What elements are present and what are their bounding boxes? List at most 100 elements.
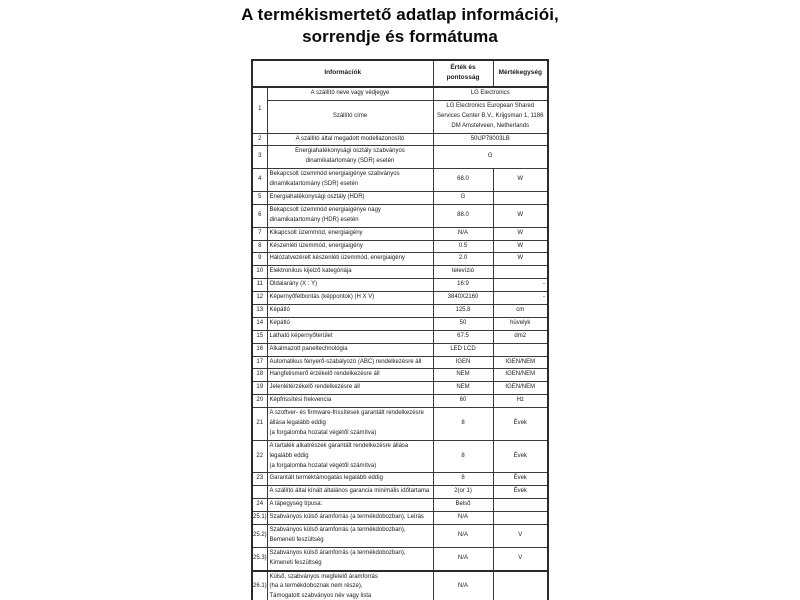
info-label: Energiahatékonysági osztály szabványos d… (266, 145, 434, 170)
info-label: Hálózatvezérelt készenléti üzemmód, ener… (266, 252, 434, 267)
value-cell: N/A (432, 569, 494, 600)
row-number: 25.3) (251, 546, 268, 572)
unit-cell: - (492, 291, 549, 305)
unit-cell (492, 342, 549, 357)
table-row: A szállító által kínált általános garanc… (251, 485, 549, 500)
unit-cell: dm2 (492, 329, 549, 344)
unit-cell: W (492, 226, 549, 241)
row-number: 17 (251, 355, 268, 370)
row-number: 7 (251, 226, 268, 241)
row-number (251, 485, 268, 500)
table-row: Szállító címe LG Electronics European Sha… (252, 99, 549, 134)
unit-cell: V (492, 524, 549, 548)
unit-cell: hüvelyk (492, 316, 549, 331)
table-row: 23 Garantált terméktámogatás legalább edd… (251, 472, 549, 487)
unit-cell: Évek (492, 439, 549, 474)
row-number: 24 (251, 498, 268, 513)
info-label: A tápegység típusa: (266, 498, 434, 513)
info-label: Bekapcsolt üzemmód energiaigénye szabván… (266, 168, 434, 192)
info-label: Bekapcsolt üzemmód energiaigénye nagy di… (266, 203, 434, 228)
value-cell: 60 (432, 394, 494, 409)
info-label: Látható képernyőterület (266, 329, 434, 344)
info-label: Garantált terméktámogatás legalább eddig (266, 472, 434, 487)
unit-cell: W (492, 239, 549, 254)
value-cell: IGEN (432, 355, 494, 370)
product-datasheet-table: Információk Érték és pontosság Mértékegy… (251, 58, 549, 600)
info-label: Jelenlétérzékelő rendelkezésre áll (266, 381, 434, 396)
row-number: 11 (251, 278, 268, 293)
value-cell: 8 (432, 407, 494, 441)
unit-cell (492, 569, 549, 600)
column-header-ertek-es-pontossag: Érték és pontosság (432, 58, 494, 88)
info-label: Alkalmazott paneltechnológia (266, 342, 434, 357)
value-cell: 8 (432, 439, 494, 474)
info-label: Képátló (266, 316, 434, 331)
value-cell: G (432, 190, 494, 205)
row-number: 25.2) (251, 524, 268, 548)
info-label: Készenléti üzemmód, energiaigény (266, 239, 434, 254)
value-cell: 68.0 (432, 168, 494, 192)
table-row: 25.1) Szabványos külső áramforrás (a term… (251, 511, 549, 525)
row-number: 4 (251, 168, 268, 192)
unit-cell: cm (492, 303, 549, 318)
unit-cell (492, 511, 549, 525)
table-row: 4 Bekapcsolt üzemmód energiaigénye szabvá… (251, 168, 549, 192)
unit-cell: Évek (492, 472, 549, 487)
unit-cell: W (492, 203, 549, 228)
value-cell: 67.5 (432, 329, 494, 344)
row-number: 15 (251, 329, 268, 344)
value-cell: 88.0 (432, 203, 494, 228)
table-row: 12 Képernyőfelbontás (képpontok) (H X V) 3… (251, 291, 549, 305)
unit-cell: W (492, 168, 549, 192)
table-row: 3 Energiahatékonysági osztály szabványos … (251, 145, 549, 170)
unit-cell: - (492, 278, 549, 293)
row-number: 20 (251, 394, 268, 409)
value-cell: 3840X2160 (432, 291, 494, 305)
info-label: Elektronikus kijelző kategóriája (266, 265, 434, 280)
unit-cell: V (492, 546, 549, 572)
row-number: 12 (251, 291, 268, 305)
info-label: Automatikus fényerő-szabályozó (ABC) ren… (266, 355, 434, 370)
value-cell: N/A (432, 524, 494, 548)
info-label: A szoftver- és firmware-frissítések gara… (266, 407, 434, 441)
value-cell: televízió (432, 265, 494, 280)
row-number: 19 (251, 381, 268, 396)
table-row: 19 Jelenlétérzékelő rendelkezésre áll NEM I… (251, 381, 549, 396)
value-cell: Belső (432, 498, 494, 513)
info-label: A tartalék alkatrészek garantált rendelk… (266, 439, 434, 474)
value-cell: NEM (432, 381, 494, 396)
table-row: 20 Képfrissítési frekvencia 60 Hz (251, 394, 549, 409)
row-number: 26.1) (251, 569, 268, 600)
table-row: 25.2) Szabványos külső áramforrás (a term… (251, 524, 549, 548)
table-row: 5 Energiahatékonysági osztály (HDR) G (251, 190, 549, 205)
value-cell: N/A (432, 226, 494, 241)
value-cell: 50UP78003LB (432, 132, 549, 147)
info-label: A szállító által megadott modellazonosít… (266, 132, 434, 147)
table-row: 14 Képátló 50 hüvelyk (251, 316, 549, 331)
table-row: 25.3) Szabványos külső áramforrás (a term… (251, 546, 549, 572)
row-number: 8 (251, 239, 268, 254)
value-cell: LED LCD (432, 342, 494, 357)
unit-cell: W (492, 252, 549, 267)
table-row: 8 Készenléti üzemmód, energiaigény 0.5 W (251, 239, 549, 254)
info-label: Képernyőfelbontás (képpontok) (H X V) (266, 291, 434, 305)
table-row: 13 Képátló 125.8 cm (251, 303, 549, 318)
unit-cell: IGEN/NEM (492, 368, 549, 383)
table-row: 7 Kikapcsolt üzemmód, energiaigény N/A W (251, 226, 549, 241)
page-title-line1: A termékismertető adatlap információi, (241, 5, 559, 24)
table-row: 16 Alkalmazott paneltechnológia LED LCD (251, 342, 549, 357)
value-cell: LG Electronics European Shared Services … (432, 99, 549, 134)
row-number: 1 (251, 86, 268, 134)
value-cell: 8 (432, 472, 494, 487)
page-title-line2: sorrendje és formátuma (302, 26, 498, 46)
info-label: Kikapcsolt üzemmód, energiaigény (266, 226, 434, 241)
column-header-mertekegyseg: Mértékegység (492, 58, 549, 88)
row-number: 21 (251, 407, 268, 441)
info-label: Szabványos külső áramforrás (a termékdob… (266, 524, 434, 548)
unit-cell: IGEN/NEM (492, 381, 549, 396)
value-cell: 50 (432, 316, 494, 331)
info-label: Oldalarány (X : Y) (266, 278, 434, 293)
